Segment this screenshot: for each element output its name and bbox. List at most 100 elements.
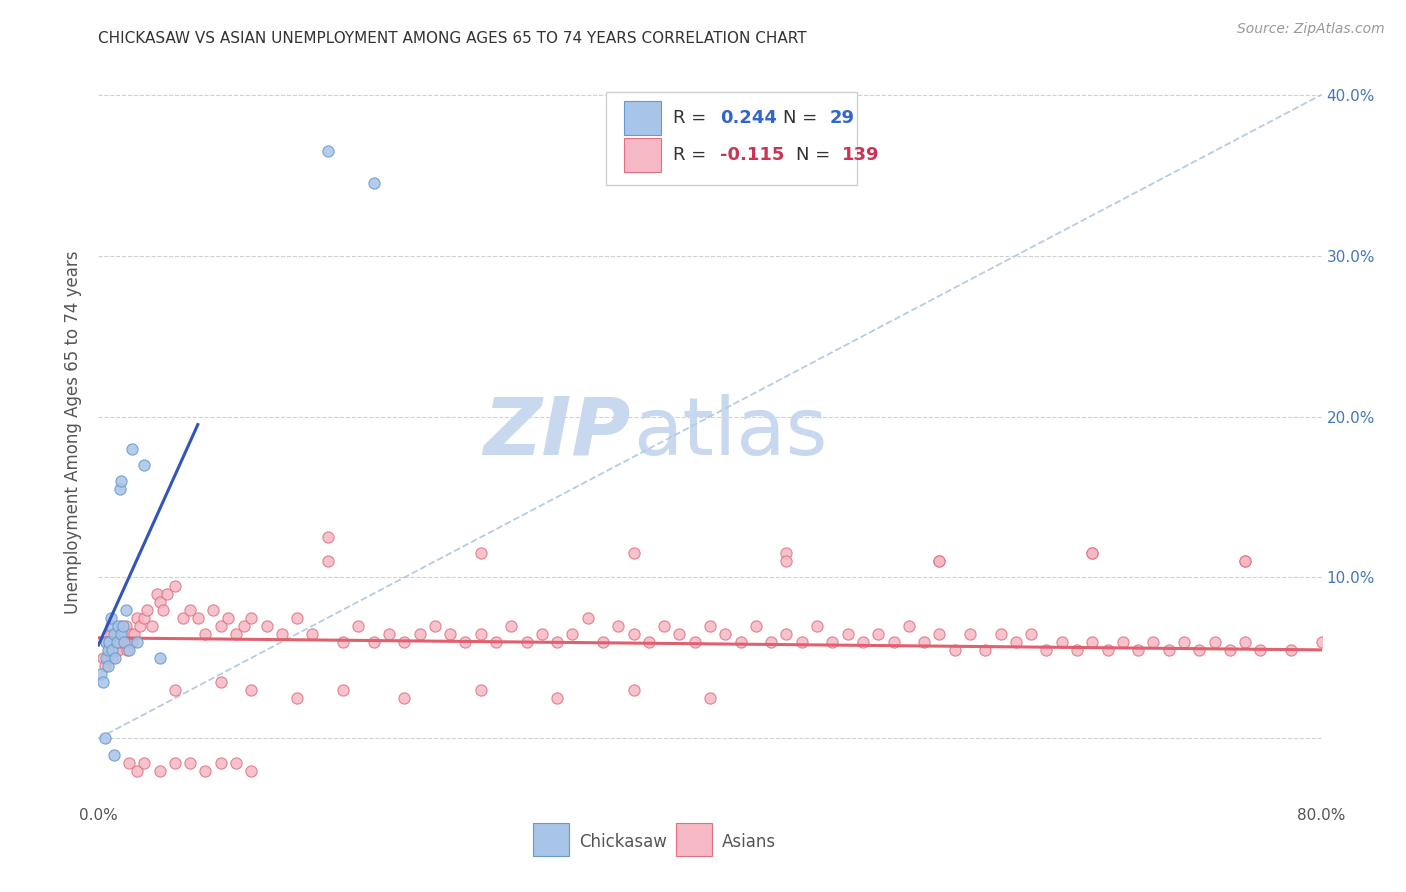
Text: atlas: atlas [633, 393, 827, 472]
Point [806, 619, 828, 633]
Text: R =: R = [673, 109, 713, 127]
Point [240, 683, 263, 698]
Point [117, 643, 139, 657]
Point [1249, 643, 1271, 657]
Point [98, 643, 121, 657]
Point [530, 627, 553, 641]
Point [1081, 546, 1104, 560]
Point [134, 756, 156, 770]
Point [134, 610, 156, 624]
Point [928, 627, 950, 641]
Point [928, 554, 950, 568]
Point [347, 619, 370, 633]
Point [1234, 554, 1257, 568]
Point [107, 619, 129, 633]
Point [316, 144, 339, 158]
FancyBboxPatch shape [606, 92, 856, 185]
Point [105, 635, 128, 649]
Point [1097, 643, 1119, 657]
Point [699, 691, 721, 706]
Point [163, 683, 186, 698]
Point [546, 635, 568, 649]
Point [623, 546, 645, 560]
Point [91, 651, 114, 665]
Point [122, 627, 145, 641]
Point [225, 756, 247, 770]
Point [301, 627, 323, 641]
Point [1188, 643, 1211, 657]
Point [225, 627, 247, 641]
Point [103, 635, 125, 649]
Point [156, 586, 179, 600]
Point [100, 627, 122, 641]
Point [516, 635, 538, 649]
Point [1142, 635, 1164, 649]
Y-axis label: Unemployment Among Ages 65 to 74 years: Unemployment Among Ages 65 to 74 years [65, 251, 83, 615]
Point [1066, 643, 1088, 657]
Point [637, 635, 661, 649]
Point [1004, 635, 1026, 649]
Point [1128, 643, 1150, 657]
Point [105, 627, 128, 641]
Point [94, 651, 117, 665]
Point [141, 619, 163, 633]
Point [652, 619, 675, 633]
Point [104, 643, 127, 657]
Point [100, 619, 122, 633]
Point [172, 610, 194, 624]
Point [332, 683, 354, 698]
Point [592, 635, 614, 649]
Point [240, 610, 263, 624]
Point [943, 643, 966, 657]
Text: Chickasaw: Chickasaw [579, 833, 666, 851]
Point [145, 586, 167, 600]
Point [868, 627, 890, 641]
Point [485, 635, 508, 649]
Point [1081, 546, 1104, 560]
Point [699, 619, 721, 633]
Point [775, 546, 797, 560]
Point [363, 176, 385, 190]
Point [316, 530, 339, 544]
Point [93, 659, 115, 673]
Point [974, 643, 997, 657]
Point [1035, 643, 1057, 657]
Point [128, 619, 150, 633]
Point [897, 619, 920, 633]
Point [149, 651, 172, 665]
Point [108, 482, 131, 496]
Point [470, 683, 492, 698]
Point [285, 691, 308, 706]
Point [623, 683, 645, 698]
Point [408, 627, 430, 641]
Point [1234, 554, 1257, 568]
Point [194, 764, 217, 778]
Point [110, 627, 132, 641]
Point [209, 756, 232, 770]
Point [91, 675, 114, 690]
Point [103, 747, 125, 762]
Point [125, 610, 148, 624]
Point [136, 602, 159, 616]
Text: 29: 29 [830, 109, 855, 127]
Point [94, 635, 117, 649]
Point [209, 675, 232, 690]
Point [837, 627, 859, 641]
Point [118, 635, 141, 649]
Point [683, 635, 706, 649]
Point [1081, 635, 1104, 649]
Point [1157, 643, 1180, 657]
Point [1279, 643, 1302, 657]
Point [120, 627, 142, 641]
Point [256, 619, 278, 633]
Point [202, 602, 225, 616]
Point [285, 610, 308, 624]
Text: ZIP: ZIP [484, 393, 630, 472]
Point [179, 602, 201, 616]
Point [111, 627, 134, 641]
Point [423, 619, 446, 633]
Text: CHICKASAW VS ASIAN UNEMPLOYMENT AMONG AGES 65 TO 74 YEARS CORRELATION CHART: CHICKASAW VS ASIAN UNEMPLOYMENT AMONG AG… [98, 31, 807, 46]
Point [1310, 635, 1333, 649]
Point [111, 619, 134, 633]
Point [912, 635, 935, 649]
